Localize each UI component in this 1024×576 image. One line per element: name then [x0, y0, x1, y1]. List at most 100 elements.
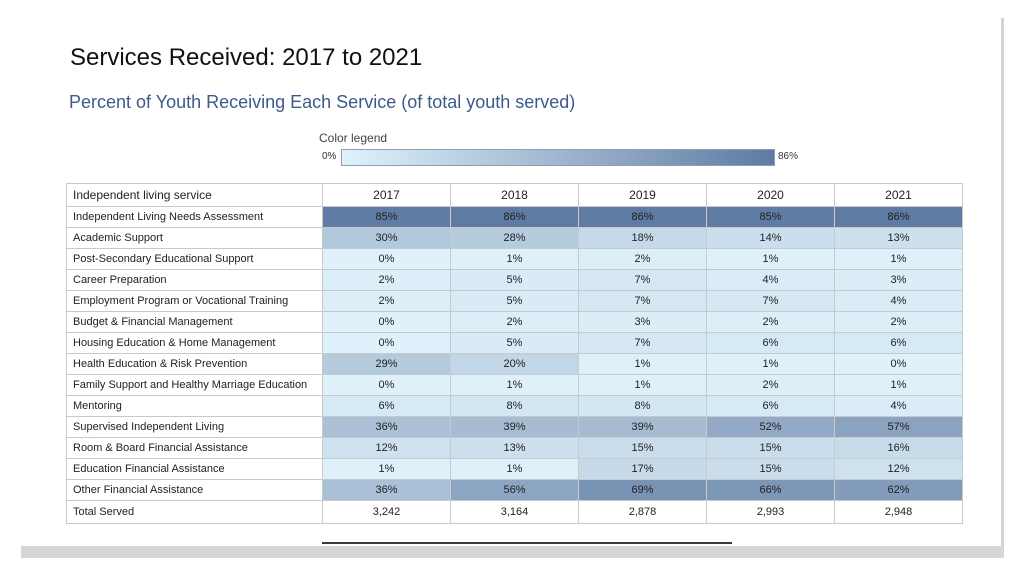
total-served-value: 3,164 — [450, 500, 579, 524]
heatmap-cell: 7% — [578, 332, 707, 354]
heatmap-cell: 2% — [450, 311, 579, 333]
heatmap-cell: 12% — [322, 437, 451, 459]
row-label: Independent Living Needs Assessment — [66, 206, 323, 228]
bottom-divider — [322, 542, 732, 544]
heatmap-cell: 2% — [706, 311, 835, 333]
row-label: Health Education & Risk Prevention — [66, 353, 323, 375]
column-header-2019: 2019 — [578, 183, 707, 207]
heatmap-cell: 1% — [834, 248, 963, 270]
heatmap-cell: 1% — [706, 248, 835, 270]
heatmap-cell: 17% — [578, 458, 707, 480]
heatmap-cell: 20% — [450, 353, 579, 375]
heatmap-cell: 4% — [834, 290, 963, 312]
heatmap-cell: 6% — [322, 395, 451, 417]
heatmap-cell: 57% — [834, 416, 963, 438]
heatmap-cell: 1% — [578, 374, 707, 396]
table-row: Budget & Financial Management 0% 2% 3% 2% 2% — [66, 311, 963, 333]
heatmap-cell: 86% — [450, 206, 579, 228]
heatmap-cell: 0% — [322, 311, 451, 333]
table-row: Family Support and Healthy Marriage Educ… — [66, 374, 963, 396]
heatmap-cell: 3% — [834, 269, 963, 291]
heatmap-cell: 2% — [834, 311, 963, 333]
table-row: Independent Living Needs Assessment 85% 86… — [66, 206, 963, 228]
heatmap-cell: 62% — [834, 479, 963, 501]
total-served-value: 2,993 — [706, 500, 835, 524]
heatmap-cell: 12% — [834, 458, 963, 480]
heatmap-cell: 7% — [578, 290, 707, 312]
heatmap-cell: 15% — [706, 437, 835, 459]
heatmap-cell: 0% — [322, 332, 451, 354]
row-label: Room & Board Financial Assistance — [66, 437, 323, 459]
row-label: Family Support and Healthy Marriage Educ… — [66, 374, 323, 396]
heatmap-cell: 0% — [322, 248, 451, 270]
table-row: Housing Education & Home Management 0% 5% 7… — [66, 332, 963, 354]
legend-label: Color legend — [319, 131, 388, 145]
row-label: Budget & Financial Management — [66, 311, 323, 333]
heatmap-cell: 2% — [578, 248, 707, 270]
table-row: Room & Board Financial Assistance 12% 13% 1… — [66, 437, 963, 459]
row-label: Other Financial Assistance — [66, 479, 323, 501]
heatmap-cell: 52% — [706, 416, 835, 438]
heatmap-cell: 16% — [834, 437, 963, 459]
table-row: Other Financial Assistance 36% 56% 69% 66% 62… — [66, 479, 963, 501]
table-row: Post-Secondary Educational Support 0% 1% 2%… — [66, 248, 963, 270]
heatmap-cell: 69% — [578, 479, 707, 501]
heatmap-cell: 13% — [834, 227, 963, 249]
total-served-label: Total Served — [66, 500, 323, 524]
heatmap-cell: 6% — [706, 395, 835, 417]
heatmap-cell: 85% — [706, 206, 835, 228]
heatmap-cell: 6% — [834, 332, 963, 354]
table-row: Academic Support 30% 28% 18% 14% 13% — [66, 227, 963, 249]
heatmap-cell: 36% — [322, 479, 451, 501]
heatmap-cell: 85% — [322, 206, 451, 228]
column-header-2020: 2020 — [706, 183, 835, 207]
heatmap-cell: 5% — [450, 290, 579, 312]
heatmap-cell: 1% — [706, 353, 835, 375]
heatmap-cell: 13% — [450, 437, 579, 459]
total-served-value: 2,878 — [578, 500, 707, 524]
legend-max-label: 86% — [778, 151, 799, 162]
row-header-label: Independent living service — [66, 183, 323, 207]
total-served-value: 2,948 — [834, 500, 963, 524]
heatmap-cell: 6% — [706, 332, 835, 354]
table-row: Mentoring 6% 8% 8% 6% 4% — [66, 395, 963, 417]
page-title: Services Received: 2017 to 2021 — [70, 44, 423, 71]
table-row: Supervised Independent Living 36% 39% 39% 52… — [66, 416, 963, 438]
heatmap-cell: 7% — [706, 290, 835, 312]
heatmap-cell: 2% — [322, 269, 451, 291]
row-label: Mentoring — [66, 395, 323, 417]
heatmap-cell: 39% — [450, 416, 579, 438]
heatmap-cell: 30% — [322, 227, 451, 249]
row-label: Employment Program or Vocational Trainin… — [66, 290, 323, 312]
heatmap-cell: 4% — [706, 269, 835, 291]
heatmap-cell: 0% — [834, 353, 963, 375]
heatmap-cell: 7% — [578, 269, 707, 291]
column-header-2021: 2021 — [834, 183, 963, 207]
heatmap-cell: 1% — [578, 353, 707, 375]
column-header-2018: 2018 — [450, 183, 579, 207]
heatmap-cell: 0% — [322, 374, 451, 396]
heatmap-cell: 1% — [450, 458, 579, 480]
table-row: Career Preparation 2% 5% 7% 4% 3% — [66, 269, 963, 291]
heatmap-cell: 5% — [450, 269, 579, 291]
row-label: Academic Support — [66, 227, 323, 249]
heatmap-cell: 86% — [834, 206, 963, 228]
heatmap-cell: 15% — [706, 458, 835, 480]
table-row: Health Education & Risk Prevention 29% 20%… — [66, 353, 963, 375]
heatmap-cell: 2% — [322, 290, 451, 312]
heatmap-cell: 8% — [578, 395, 707, 417]
heatmap-cell: 29% — [322, 353, 451, 375]
row-label: Career Preparation — [66, 269, 323, 291]
heatmap-cell: 36% — [322, 416, 451, 438]
table-header-row: Independent living service 2017 2018 2019 2… — [66, 183, 963, 207]
heatmap-cell: 1% — [834, 374, 963, 396]
heatmap-cell: 56% — [450, 479, 579, 501]
total-served-row: Total Served 3,242 3,164 2,878 2,993 2,948 — [66, 500, 963, 524]
heatmap-cell: 18% — [578, 227, 707, 249]
legend-min-label: 0% — [322, 151, 337, 162]
heatmap-cell: 4% — [834, 395, 963, 417]
table-row: Education Financial Assistance 1% 1% 17% 15%… — [66, 458, 963, 480]
row-label: Supervised Independent Living — [66, 416, 323, 438]
heatmap-cell: 5% — [450, 332, 579, 354]
heatmap-cell: 1% — [450, 248, 579, 270]
